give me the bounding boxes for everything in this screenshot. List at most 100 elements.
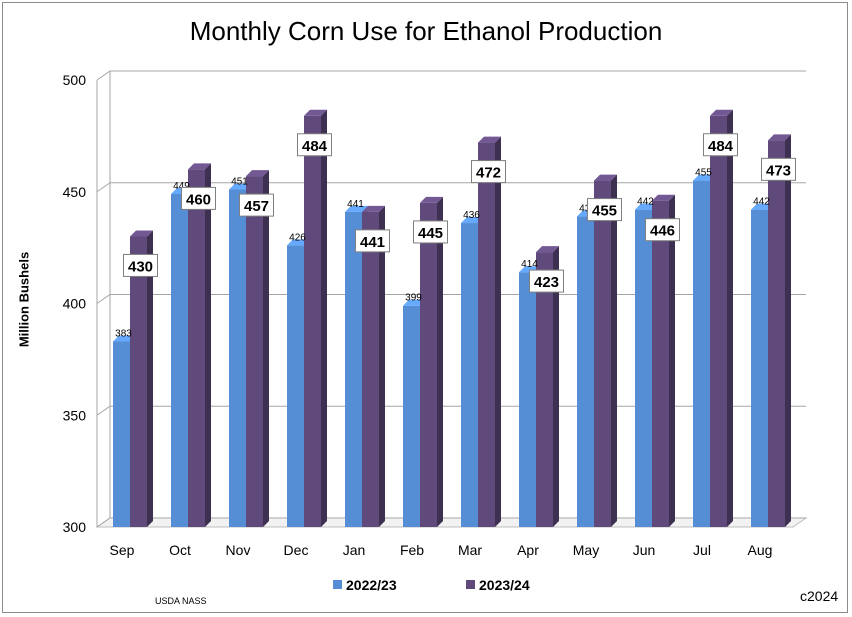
data-label-box-2023-24	[471, 160, 506, 184]
source-note: USDA NASS	[155, 596, 207, 606]
y-tick-label: 300	[63, 519, 87, 535]
x-tick-label: Jun	[633, 542, 656, 558]
bar-2023-24-side	[263, 170, 269, 528]
bar-2023-24-front	[362, 211, 379, 528]
bar-2023-24-front	[652, 200, 669, 527]
bar-2023-24	[304, 109, 327, 527]
data-label-box-2023-24	[529, 269, 564, 293]
gridline	[96, 70, 806, 81]
bar-2023-24-front	[536, 252, 553, 527]
data-label-2023-24: 472	[476, 165, 501, 182]
bar-2023-24	[652, 194, 675, 527]
bar-2023-24-top	[362, 205, 385, 212]
data-label-2023-24: 484	[302, 138, 328, 155]
bar-2022-23-front	[171, 193, 188, 528]
x-tick-label: Jul	[693, 542, 711, 558]
bar-2023-24-side	[321, 109, 327, 527]
legend-label: 2023/24	[479, 577, 530, 593]
bar-2023-24-side	[669, 194, 675, 527]
bar-2022-23-front	[693, 180, 710, 527]
legend-swatch	[333, 580, 342, 589]
y-tick-label: 400	[63, 296, 87, 312]
x-tick-label: Aug	[748, 542, 773, 558]
bar-2022-23-front	[461, 223, 478, 528]
bar-2022-23-front	[345, 211, 362, 528]
bar-2023-24	[536, 246, 559, 527]
data-label-2023-24: 457	[244, 198, 269, 215]
bar-2023-24-front	[594, 180, 611, 527]
data-label-2022-23: 442	[637, 197, 654, 208]
x-tick-label: Feb	[400, 542, 424, 558]
y-tick-label: 450	[63, 184, 87, 200]
bar-2023-24	[594, 174, 617, 527]
data-label-box-2023-24	[297, 133, 332, 157]
x-tick-label: Dec	[284, 542, 309, 558]
bar-2023-24	[362, 205, 385, 528]
x-tick-label: Mar	[458, 542, 482, 558]
bar-2023-24	[768, 134, 791, 527]
bars-layer	[113, 109, 791, 528]
data-label-2022-23: 399	[405, 293, 422, 304]
data-label-2022-23: 383	[115, 328, 132, 339]
data-label-2023-24: 446	[650, 223, 675, 240]
data-label-2022-23: 442	[753, 197, 770, 208]
data-label-box-2023-24	[181, 186, 216, 210]
data-label-2022-23: 426	[289, 232, 306, 243]
data-label-2022-23: 449	[173, 181, 190, 192]
data-label-box-2023-24	[413, 220, 448, 244]
data-label-box-2023-24	[355, 229, 390, 253]
y-tick-label: 500	[63, 72, 87, 88]
bar-2023-24-front	[768, 140, 785, 527]
bar-2023-24-front	[710, 115, 727, 527]
data-label-2022-23: 441	[347, 199, 364, 210]
bar-2023-24	[130, 230, 153, 527]
bar-2023-24-top	[420, 196, 443, 203]
bar-2023-24-side	[437, 196, 443, 528]
legend-label: 2022/23	[346, 577, 397, 593]
chart-title: Monthly Corn Use for Ethanol Production	[189, 16, 663, 46]
data-label-box-2023-24	[123, 253, 158, 277]
legend: 2022/23 2023/24	[333, 577, 530, 593]
bar-2023-24-side	[553, 246, 559, 527]
data-label-box-2023-24	[645, 218, 680, 242]
bar-2023-24-top	[536, 246, 559, 253]
data-label-box-2023-24	[239, 193, 274, 217]
x-tick-label: Oct	[169, 542, 191, 558]
bar-2022-23-front	[519, 272, 536, 527]
bar-2022-23-front	[403, 305, 420, 527]
bar-2023-24-side	[495, 136, 501, 527]
data-label-2023-24: 430	[128, 258, 153, 275]
bar-2023-24	[246, 170, 269, 528]
bar-2023-24-front	[304, 115, 321, 527]
data-label-box-2023-24	[703, 133, 738, 157]
bar-2023-24-front	[246, 176, 263, 528]
data-label-2023-24: 423	[534, 274, 559, 291]
bar-2023-24-front	[478, 142, 495, 527]
bar-2022-23-front	[229, 189, 246, 527]
bar-2023-24-top	[304, 109, 327, 116]
x-tick-label: Sep	[110, 542, 135, 558]
x-tick-label: Jan	[343, 542, 366, 558]
bar-2023-24-top	[710, 109, 733, 116]
x-tick-label: Nov	[226, 542, 251, 558]
bar-2022-23-front	[287, 245, 304, 527]
bar-2023-24	[478, 136, 501, 527]
data-label-box-2023-24	[587, 198, 622, 222]
bar-2023-24-top	[768, 134, 791, 141]
bar-2023-24-front	[188, 169, 205, 527]
data-label-box-2023-24	[761, 157, 796, 181]
bar-2023-24-side	[785, 134, 791, 527]
copyright-note: c2024	[800, 588, 839, 604]
data-label-2023-24: 455	[592, 203, 617, 220]
bar-2023-24	[710, 109, 733, 527]
bar-2023-24-side	[379, 205, 385, 528]
y-tick-label: 350	[63, 407, 87, 423]
data-label-2022-23: 436	[463, 210, 480, 221]
x-tick-label: May	[573, 542, 599, 558]
data-label-2022-23: 414	[521, 259, 538, 270]
bar-2023-24-top	[594, 174, 617, 181]
data-label-2023-24: 441	[360, 234, 385, 251]
bar-2022-23-front	[635, 209, 652, 527]
